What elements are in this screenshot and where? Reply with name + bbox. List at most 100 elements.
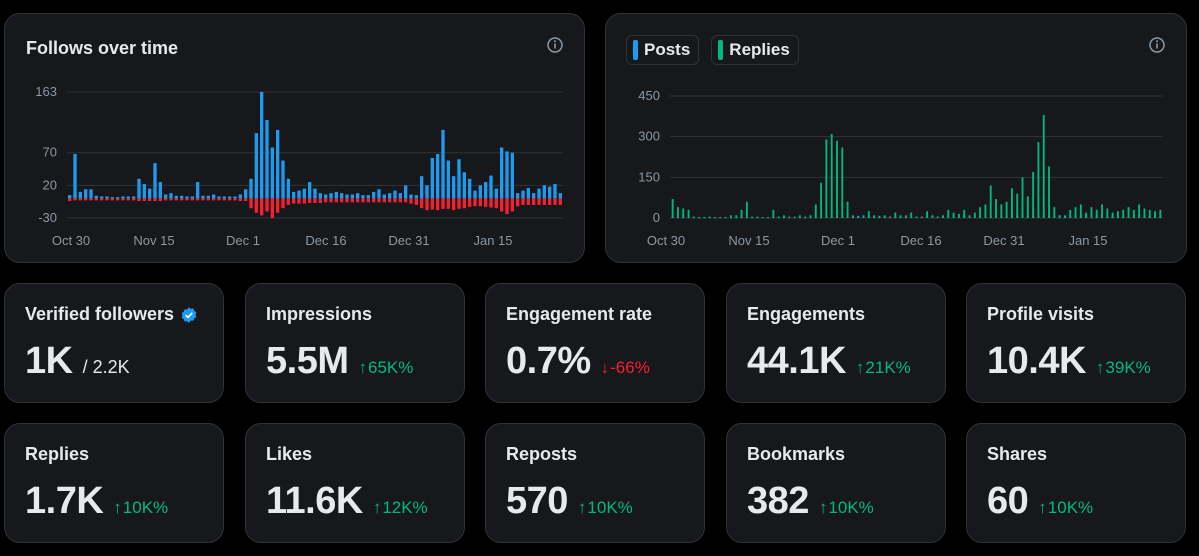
bar[interactable] [500, 147, 504, 199]
bar[interactable] [1101, 204, 1103, 218]
bar[interactable] [457, 159, 461, 199]
bar[interactable] [873, 215, 876, 218]
bar[interactable] [957, 213, 960, 218]
bar[interactable] [169, 198, 173, 201]
bar[interactable] [73, 198, 77, 201]
bar[interactable] [441, 198, 445, 209]
bar[interactable] [841, 147, 844, 218]
bar[interactable] [1159, 209, 1162, 218]
bar[interactable] [724, 217, 727, 219]
bar[interactable] [249, 198, 253, 209]
bar[interactable] [116, 197, 120, 199]
bar[interactable] [222, 196, 226, 199]
bar[interactable] [137, 178, 141, 199]
bar[interactable] [196, 198, 200, 201]
bar[interactable] [324, 194, 328, 199]
bar[interactable] [185, 196, 189, 199]
bar[interactable] [254, 198, 258, 213]
bar[interactable] [783, 215, 785, 218]
bar[interactable] [228, 196, 232, 199]
bar[interactable] [265, 198, 269, 212]
bar[interactable] [292, 198, 296, 204]
bar[interactable] [100, 198, 104, 201]
bar[interactable] [206, 198, 210, 201]
bar[interactable] [164, 198, 168, 201]
bar[interactable] [698, 217, 701, 219]
bar[interactable] [260, 92, 264, 199]
bar[interactable] [505, 151, 509, 199]
bar[interactable] [926, 211, 929, 218]
bar[interactable] [510, 152, 514, 199]
bar[interactable] [377, 198, 381, 203]
bar[interactable] [1026, 196, 1029, 218]
bar[interactable] [238, 198, 242, 202]
bar[interactable] [393, 198, 397, 203]
bar[interactable] [174, 198, 178, 201]
bar[interactable] [857, 216, 860, 218]
bar[interactable] [350, 198, 354, 203]
bar[interactable] [425, 198, 429, 211]
bar[interactable] [473, 198, 477, 207]
bar[interactable] [265, 120, 269, 199]
stat-card[interactable]: Impressions 5.5M ↑ 65K% [245, 283, 465, 403]
bar[interactable] [995, 199, 997, 218]
bar[interactable] [409, 198, 413, 204]
bar[interactable] [356, 193, 360, 199]
bar[interactable] [105, 198, 109, 201]
bar[interactable] [286, 198, 290, 205]
bar[interactable] [947, 209, 950, 218]
bar[interactable] [372, 191, 376, 199]
bar[interactable] [936, 216, 939, 218]
bar[interactable] [436, 154, 440, 199]
bar[interactable] [281, 160, 285, 199]
bar[interactable] [931, 215, 934, 218]
bar[interactable] [270, 147, 274, 199]
bar[interactable] [73, 154, 77, 199]
bar[interactable] [899, 215, 902, 218]
bar[interactable] [793, 216, 796, 218]
bar[interactable] [820, 182, 823, 218]
bar[interactable] [537, 188, 541, 199]
bar[interactable] [94, 195, 98, 199]
bar[interactable] [703, 217, 706, 219]
bar[interactable] [142, 198, 146, 202]
bar[interactable] [804, 216, 807, 218]
bar[interactable] [233, 198, 237, 201]
bar[interactable] [505, 198, 509, 215]
bar[interactable] [521, 198, 525, 205]
bar[interactable] [393, 190, 397, 199]
bar[interactable] [270, 198, 274, 218]
bar[interactable] [846, 201, 849, 218]
bar[interactable] [212, 198, 216, 201]
bar[interactable] [767, 217, 769, 219]
legend-item-replies[interactable]: Replies [711, 35, 799, 65]
stat-card[interactable]: Shares 60 ↑ 10K% [966, 423, 1186, 543]
bar[interactable] [489, 175, 493, 199]
bar[interactable] [185, 198, 189, 201]
bar[interactable] [777, 216, 780, 218]
bar[interactable] [302, 198, 306, 204]
bar[interactable] [798, 215, 801, 218]
bar[interactable] [984, 204, 987, 218]
bar[interactable] [318, 198, 322, 203]
bar[interactable] [1005, 201, 1008, 218]
stat-card[interactable]: Replies 1.7K ↑ 10K% [4, 423, 224, 543]
bar[interactable] [1058, 215, 1061, 218]
bar[interactable] [751, 216, 754, 218]
bar[interactable] [830, 133, 833, 218]
bar[interactable] [1090, 207, 1093, 218]
bar[interactable] [94, 198, 98, 201]
bar[interactable] [89, 189, 93, 199]
bar[interactable] [340, 198, 344, 203]
bar[interactable] [356, 198, 360, 203]
bar[interactable] [414, 198, 418, 205]
bar[interactable] [1132, 209, 1135, 218]
bar[interactable] [671, 199, 674, 218]
bar[interactable] [883, 215, 886, 218]
bar[interactable] [297, 190, 301, 199]
bar[interactable] [345, 198, 349, 203]
bar[interactable] [137, 198, 141, 202]
bar[interactable] [735, 215, 738, 218]
bar[interactable] [78, 191, 82, 199]
stat-card[interactable]: Engagements 44.1K ↑ 21K% [726, 283, 946, 403]
